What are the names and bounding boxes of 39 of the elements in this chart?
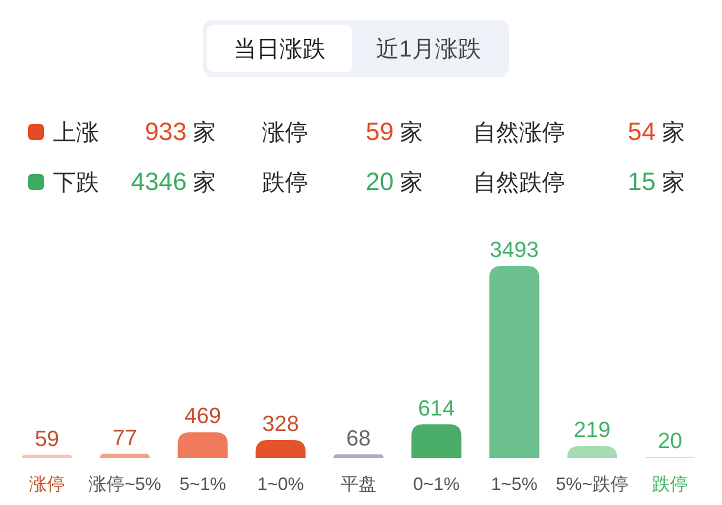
data-label: 3493: [490, 237, 539, 262]
x-tick-label: 涨停~5%: [88, 474, 162, 494]
text: 当日涨跌: [234, 36, 326, 62]
text: 自然跌停: [473, 169, 565, 195]
bar: [22, 454, 72, 458]
text: 上涨: [53, 119, 99, 145]
data-label: 219: [574, 416, 611, 442]
bar: [100, 454, 150, 458]
text: 54 家: [628, 118, 685, 146]
text: 涨停: [262, 119, 308, 145]
data-label: 614: [418, 395, 455, 420]
data-label: 59: [34, 426, 60, 451]
text: 跌停: [262, 169, 308, 195]
x-tick-label: 5~1%: [179, 474, 226, 494]
bar: [411, 424, 462, 458]
x-tick-label: 5%~跌停: [556, 474, 628, 494]
text: 下跌: [53, 169, 99, 195]
text: 近1月涨跌: [376, 36, 481, 62]
data-label: 20: [658, 428, 682, 453]
text: 15 家: [628, 168, 685, 196]
text: 933 家: [144, 118, 216, 146]
data-label: 68: [346, 425, 371, 450]
data-label: 77: [112, 424, 138, 450]
x-tick-label: 1~0%: [257, 474, 304, 494]
x-tick-label: 涨停: [28, 474, 65, 494]
x-tick-label: 跌停: [652, 474, 688, 494]
data-label: 469: [184, 403, 222, 428]
x-tick-label: 1~5%: [491, 474, 538, 494]
data-label: 328: [262, 410, 299, 436]
bar: [178, 432, 228, 458]
text: 自然涨停: [473, 119, 565, 145]
text: 59 家: [366, 118, 423, 146]
x-tick-label: 0~1%: [413, 474, 460, 494]
bar: [334, 454, 384, 458]
x-tick-label: 平盘: [340, 474, 376, 494]
text: 4346 家: [130, 168, 216, 196]
bar: [489, 266, 540, 458]
text: 20 家: [366, 168, 423, 196]
bar: [256, 440, 306, 458]
